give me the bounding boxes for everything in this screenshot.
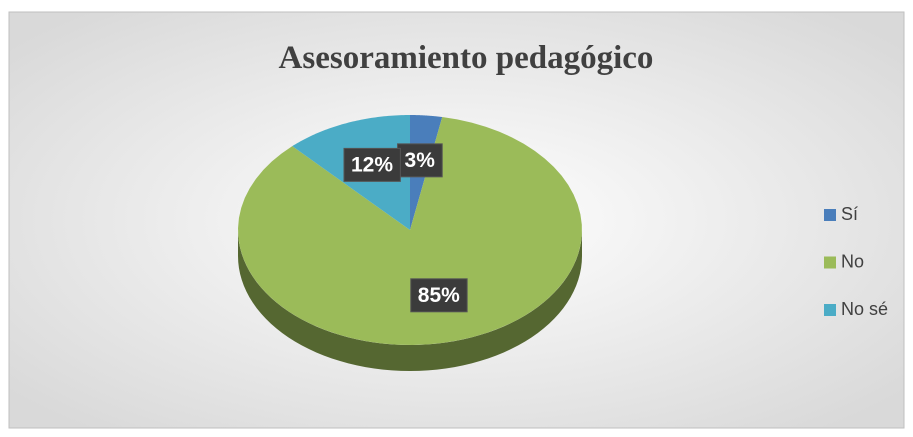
pie-slice-side: [238, 230, 582, 371]
data-label: 85%: [418, 284, 460, 307]
legend-label: No sé: [841, 299, 888, 319]
legend-swatch: [824, 209, 836, 221]
data-label: 12%: [351, 153, 393, 176]
legend-label: No: [841, 251, 864, 271]
legend-label: Sí: [841, 204, 858, 224]
data-label: 3%: [405, 149, 436, 172]
pie-slice: [238, 117, 582, 345]
chart-title: Asesoramiento pedagógico: [279, 40, 654, 76]
legend-swatch: [824, 304, 836, 316]
data-label-box: [343, 147, 401, 182]
data-label-box: [410, 278, 468, 313]
legend-swatch: [824, 256, 836, 269]
